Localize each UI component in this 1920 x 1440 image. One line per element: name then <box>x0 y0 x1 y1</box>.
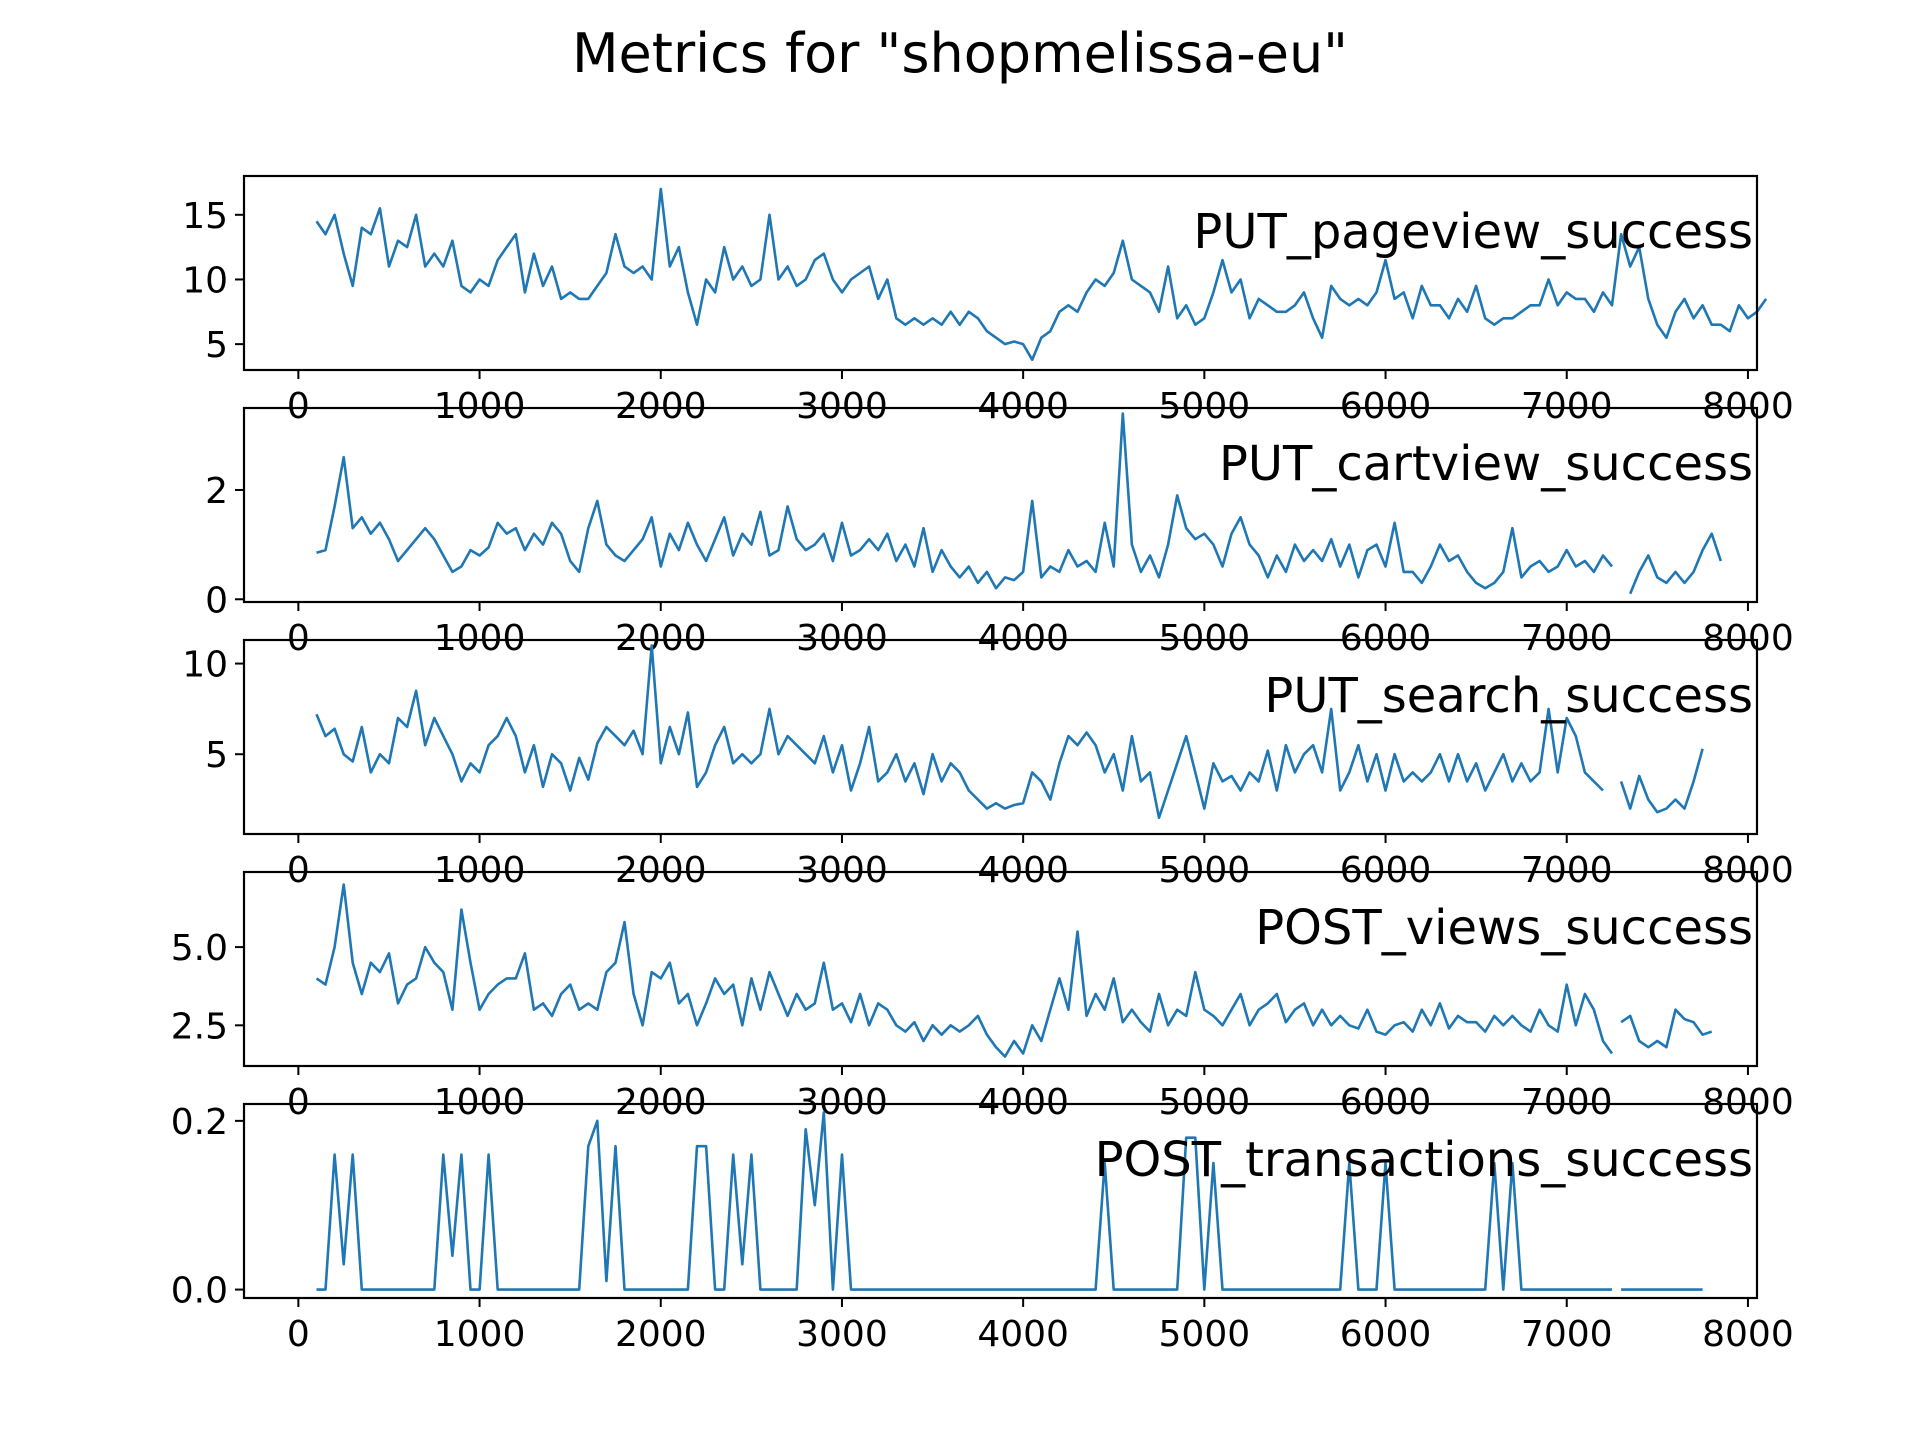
axes-frame <box>242 870 1759 1068</box>
x-tick-label: 5000 <box>1159 850 1251 891</box>
panel-title: PUT_pageview_success <box>1193 204 1753 260</box>
axes-frame <box>242 1102 1759 1300</box>
panel-title: PUT_cartview_success <box>1219 436 1753 492</box>
axes-frame <box>242 406 1759 604</box>
series-line-POST_transactions_success-1 <box>316 1111 1612 1291</box>
x-tick-label: 1000 <box>434 850 526 891</box>
x-tick-label: 2000 <box>615 618 707 659</box>
x-tick-label: 8000 <box>1702 1314 1794 1355</box>
x-tick-label: 3000 <box>796 618 888 659</box>
panel-title: POST_transactions_success <box>1095 1132 1753 1188</box>
series-line-PUT_search_success-1 <box>315 644 1604 819</box>
x-tick-label: 0 <box>287 1314 310 1355</box>
x-tick-label: 5000 <box>1159 386 1251 427</box>
y-tick-label: 5.0 <box>171 928 228 969</box>
figure-title: Metrics for "shopmelissa-eu" <box>572 22 1348 85</box>
panel-PUT_pageview_success: 5 10 15 0 1000 2000 3000 4000 5000 6000 7000 8000 PU… <box>182 174 1794 427</box>
x-tick-label: 3000 <box>796 1314 888 1355</box>
panel-title: POST_views_success <box>1255 900 1753 956</box>
series-line-POST_views_success-2 <box>1620 1008 1713 1049</box>
x-tick-label: 7000 <box>1521 1082 1613 1123</box>
x-tick-label: 2000 <box>615 1082 707 1123</box>
x-tick-label: 6000 <box>1340 618 1432 659</box>
x-tick-label: 7000 <box>1521 618 1613 659</box>
series-line-PUT_cartview_success-2 <box>1628 532 1723 595</box>
series-line-PUT_pageview_success-1 <box>315 187 1768 361</box>
x-tick-label: 8000 <box>1702 1082 1794 1123</box>
x-tick-label: 8000 <box>1702 618 1794 659</box>
x-tick-label: 3000 <box>796 1082 888 1123</box>
x-tick-label: 0 <box>287 386 310 427</box>
y-tick-label: 0 <box>205 580 228 621</box>
x-tick-label: 0 <box>287 850 310 891</box>
panel-PUT_cartview_success: 0 2 0 1000 2000 3000 4000 5000 6000 7000 8000 PUT_c… <box>205 406 1794 659</box>
y-tick-label: 15 <box>182 196 228 237</box>
x-tick-label: 8000 <box>1702 386 1794 427</box>
x-tick-label: 8000 <box>1702 850 1794 891</box>
x-tick-label: 6000 <box>1340 1314 1432 1355</box>
panel-POST_views_success: 2.5 5.0 0 1000 2000 3000 4000 5000 6000 7000 8000 P… <box>171 870 1794 1123</box>
y-tick-label: 0.2 <box>171 1102 228 1143</box>
x-tick-label: 4000 <box>977 1082 1069 1123</box>
panel-title: PUT_search_success <box>1264 668 1753 724</box>
panel-PUT_search_success: 5 10 0 1000 2000 3000 4000 5000 6000 7000 8000 PUT_… <box>182 638 1794 891</box>
series-line-POST_views_success-1 <box>315 883 1614 1058</box>
x-tick-label: 2000 <box>615 386 707 427</box>
x-tick-label: 6000 <box>1340 1082 1432 1123</box>
x-tick-label: 3000 <box>796 850 888 891</box>
x-tick-label: 1000 <box>434 386 526 427</box>
axes-frame <box>242 174 1759 372</box>
x-tick-label: 6000 <box>1340 850 1432 891</box>
x-tick-label: 5000 <box>1159 618 1251 659</box>
x-tick-label: 3000 <box>796 386 888 427</box>
series-line-PUT_search_success-2 <box>1619 748 1704 814</box>
x-tick-label: 2000 <box>615 1314 707 1355</box>
x-tick-label: 0 <box>287 618 310 659</box>
x-tick-label: 1000 <box>434 1314 526 1355</box>
x-tick-label: 7000 <box>1521 386 1613 427</box>
x-tick-label: 5000 <box>1159 1314 1251 1355</box>
y-tick-label: 2 <box>205 471 228 512</box>
y-tick-label: 0.0 <box>171 1271 228 1312</box>
y-tick-label: 10 <box>182 645 228 686</box>
x-tick-label: 4000 <box>977 386 1069 427</box>
x-tick-label: 2000 <box>615 850 707 891</box>
axes-frame <box>242 638 1759 836</box>
x-tick-label: 1000 <box>434 618 526 659</box>
x-tick-label: 4000 <box>977 1314 1069 1355</box>
x-tick-label: 4000 <box>977 618 1069 659</box>
x-tick-label: 7000 <box>1521 850 1613 891</box>
panel-POST_transactions_success: 0.0 0.2 0 1000 2000 3000 4000 5000 6000 7000 8000 P… <box>171 1102 1794 1355</box>
y-tick-label: 10 <box>182 260 228 301</box>
y-tick-label: 5 <box>205 735 228 776</box>
x-tick-label: 6000 <box>1340 386 1432 427</box>
x-tick-label: 0 <box>287 1082 310 1123</box>
x-tick-label: 4000 <box>977 850 1069 891</box>
x-tick-label: 7000 <box>1521 1314 1613 1355</box>
y-tick-label: 2.5 <box>171 1006 228 1047</box>
y-tick-label: 5 <box>205 325 228 366</box>
x-tick-label: 1000 <box>434 1082 526 1123</box>
x-tick-label: 5000 <box>1159 1082 1251 1123</box>
series-line-PUT_cartview_success-1 <box>316 412 1614 590</box>
